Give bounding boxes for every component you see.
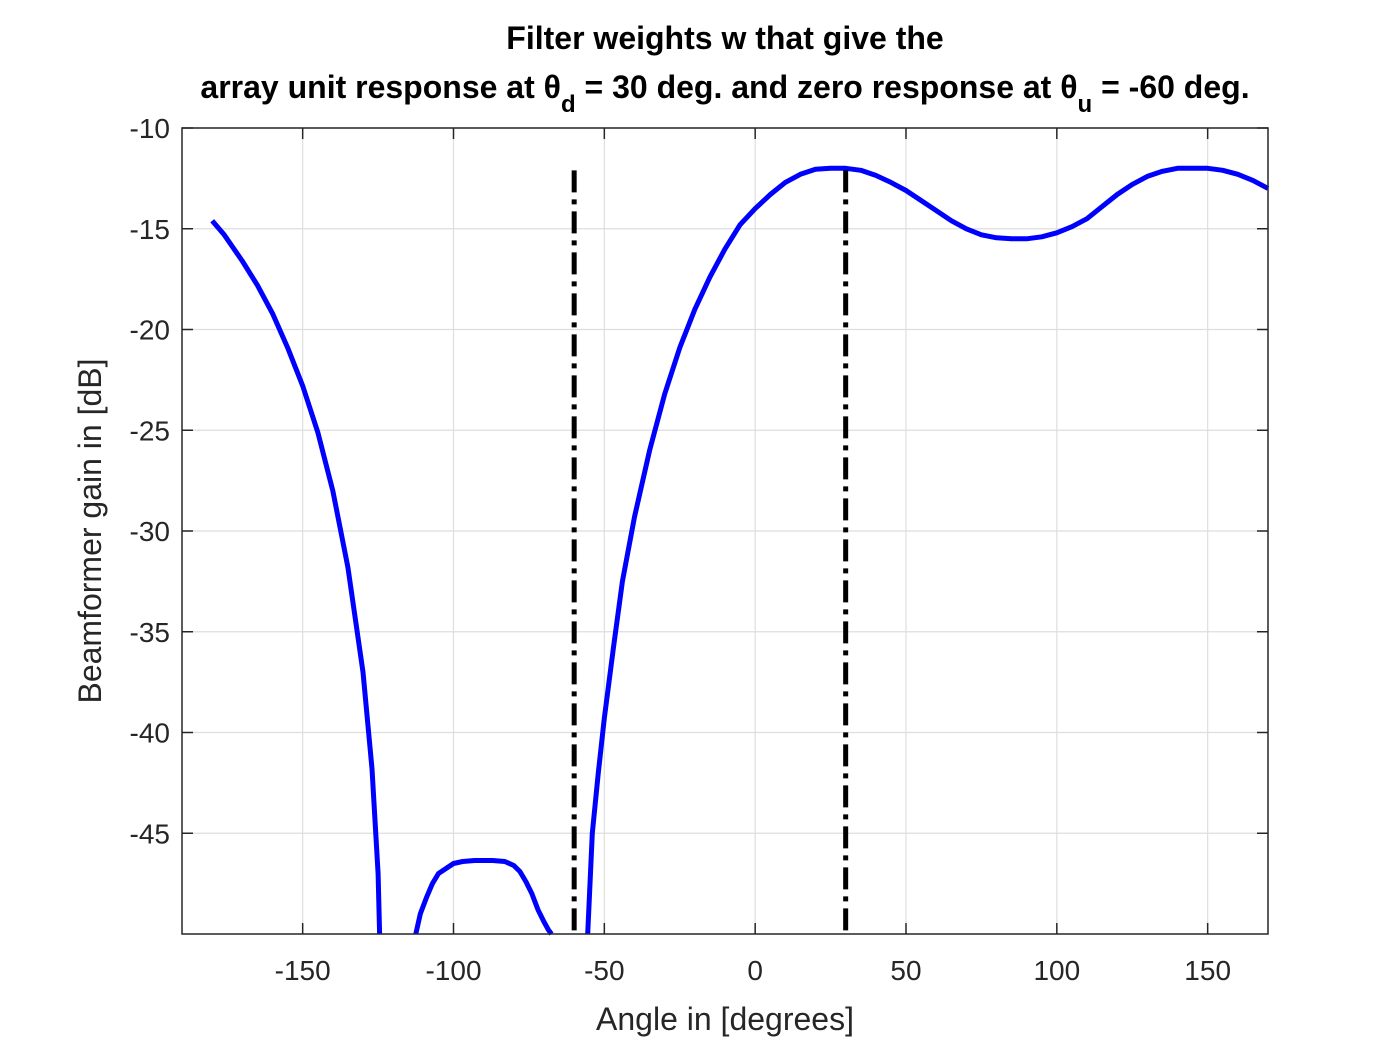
title-part-3: = -60 deg. [1092, 69, 1249, 105]
beam-pattern-line [210, 219, 383, 935]
x-tick-label: -150 [275, 955, 331, 986]
tick-labels: -150 -100 -50 0 50 100 150 -45 -40 -35 -30 -25 -20 -1… [130, 113, 1231, 986]
grid-lines [182, 127, 1268, 934]
marker-layer [571, 170, 849, 934]
y-tick-label: -15 [130, 214, 170, 245]
beam-pattern-line [585, 165, 1270, 935]
chart-title-line-1: Filter weights w that give the [506, 20, 943, 56]
title-subscript-d: d [561, 91, 576, 118]
x-tick-label: -100 [425, 955, 481, 986]
title-part-2: = 30 deg. and zero response at θ [576, 69, 1078, 105]
title-subscript-u: u [1078, 91, 1093, 118]
beam-pattern-line [413, 858, 554, 936]
x-tick-label: 50 [890, 955, 921, 986]
tick-marks [182, 127, 1268, 934]
x-tick-label: 150 [1184, 955, 1231, 986]
x-tick-label: -50 [584, 955, 624, 986]
x-tick-label: 100 [1033, 955, 1080, 986]
y-tick-label: -30 [130, 516, 170, 547]
chart-title-line-2: array unit response at θd = 30 deg. and … [200, 69, 1249, 118]
y-tick-label: -25 [130, 415, 170, 446]
series-layer [210, 165, 1270, 936]
x-axis-label: Angle in [degrees] [596, 1001, 854, 1037]
y-tick-label: -35 [130, 617, 170, 648]
y-tick-label: -40 [130, 718, 170, 749]
title-part-1: array unit response at θ [200, 69, 561, 105]
y-axis-label: Beamformer gain in [dB] [72, 358, 108, 703]
y-tick-label: -10 [130, 113, 170, 144]
x-tick-label: 0 [747, 955, 763, 986]
y-tick-label: -20 [130, 315, 170, 346]
y-tick-label: -45 [130, 818, 170, 849]
